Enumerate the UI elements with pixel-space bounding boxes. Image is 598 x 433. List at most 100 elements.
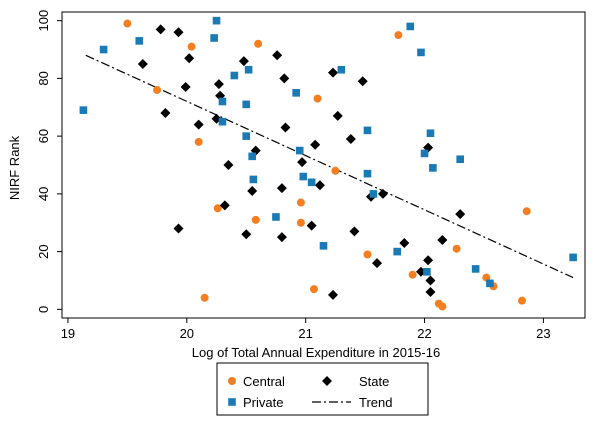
- state-point: [357, 76, 368, 87]
- state-point: [184, 53, 195, 64]
- x-axis-label: Log of Total Annual Expenditure in 2015-…: [192, 345, 440, 360]
- private-point: [210, 34, 218, 42]
- state-point: [328, 289, 339, 300]
- x-tick-label: 19: [61, 326, 75, 341]
- private-point: [244, 65, 253, 74]
- central-point: [296, 198, 305, 207]
- y-tick-label: 80: [36, 71, 51, 85]
- private-point: [242, 100, 251, 109]
- central-point: [187, 42, 196, 51]
- central-point: [200, 293, 209, 302]
- private-point: [248, 152, 256, 161]
- state-point: [310, 139, 321, 150]
- private-point: [423, 268, 431, 276]
- central-point: [153, 85, 162, 94]
- private-point: [337, 65, 346, 74]
- state-point: [219, 200, 230, 211]
- y-tick-label: 0: [36, 306, 51, 313]
- state-point: [425, 275, 436, 286]
- private-point: [242, 132, 251, 140]
- state-point: [280, 122, 291, 133]
- private-point: [135, 37, 144, 45]
- state-point: [399, 237, 410, 248]
- state-point: [213, 79, 224, 90]
- state-point: [173, 223, 184, 234]
- private-point: [230, 71, 239, 80]
- y-axis: 0 20 40 60 80 100: [36, 10, 62, 313]
- central-point: [123, 19, 132, 28]
- central-point: [438, 302, 447, 311]
- central-point: [331, 166, 340, 175]
- central-point: [408, 270, 417, 279]
- y-axis-label: NIRF Rank: [7, 135, 22, 200]
- y-tick-label: 40: [36, 187, 51, 201]
- private-point: [99, 45, 108, 54]
- private-point: [420, 149, 429, 158]
- legend-marker-private: [228, 398, 236, 406]
- central-point: [251, 215, 260, 224]
- state-point: [279, 73, 290, 84]
- state-point: [160, 108, 171, 119]
- state-point: [345, 134, 356, 145]
- private-point: [426, 129, 435, 138]
- state-point: [137, 58, 148, 69]
- private-point: [307, 178, 316, 187]
- private-point: [218, 97, 227, 106]
- central-point: [363, 250, 372, 259]
- legend-label-private: Private: [243, 395, 283, 410]
- state-point: [437, 235, 448, 246]
- state-point: [272, 50, 283, 61]
- trend-layer: [85, 54, 574, 279]
- state-point: [173, 27, 184, 38]
- state-point: [241, 229, 252, 240]
- state-point: [276, 183, 287, 194]
- state-point: [349, 226, 360, 237]
- private-point: [319, 242, 328, 250]
- central-point: [518, 296, 527, 305]
- legend-marker-central: [228, 377, 236, 385]
- private-point: [79, 106, 88, 114]
- private-point: [363, 126, 372, 135]
- legend-label-state: State: [359, 374, 389, 389]
- state-point: [276, 232, 287, 243]
- private-point: [456, 155, 464, 164]
- legend-marker-state: [322, 376, 332, 386]
- state-point: [155, 24, 166, 35]
- plot-area: [61, 11, 586, 319]
- central-point: [452, 244, 461, 253]
- central-point: [296, 218, 305, 227]
- private-point: [369, 190, 378, 198]
- private-point: [406, 22, 415, 31]
- private-point: [295, 146, 304, 155]
- trend-line: [85, 54, 574, 279]
- legend: Central State Private Trend: [216, 362, 429, 416]
- state-point: [314, 180, 325, 191]
- state-point: [306, 220, 317, 231]
- y-tick-label: 20: [36, 244, 51, 258]
- state-point: [193, 119, 204, 130]
- private-point: [363, 169, 372, 178]
- private-point: [292, 89, 300, 97]
- private-point: [272, 213, 280, 221]
- central-point: [394, 31, 403, 40]
- state-point: [377, 188, 388, 199]
- central-point: [309, 285, 318, 294]
- private-point: [429, 164, 437, 172]
- central-point: [213, 204, 222, 213]
- state-point: [332, 110, 343, 121]
- y-tick-label: 60: [36, 129, 51, 143]
- central-point: [194, 137, 203, 146]
- legend-box: [216, 362, 429, 416]
- state-point: [328, 67, 339, 78]
- state-point: [423, 255, 434, 266]
- central-point: [254, 39, 263, 48]
- state-point: [425, 287, 436, 298]
- private-point: [212, 16, 221, 25]
- central-point: [522, 207, 531, 216]
- private-point: [417, 48, 425, 57]
- x-tick-label: 23: [536, 326, 550, 341]
- legend-label-trend: Trend: [359, 395, 392, 410]
- y-tick-label: 100: [36, 10, 51, 32]
- plot-frame: [61, 11, 586, 319]
